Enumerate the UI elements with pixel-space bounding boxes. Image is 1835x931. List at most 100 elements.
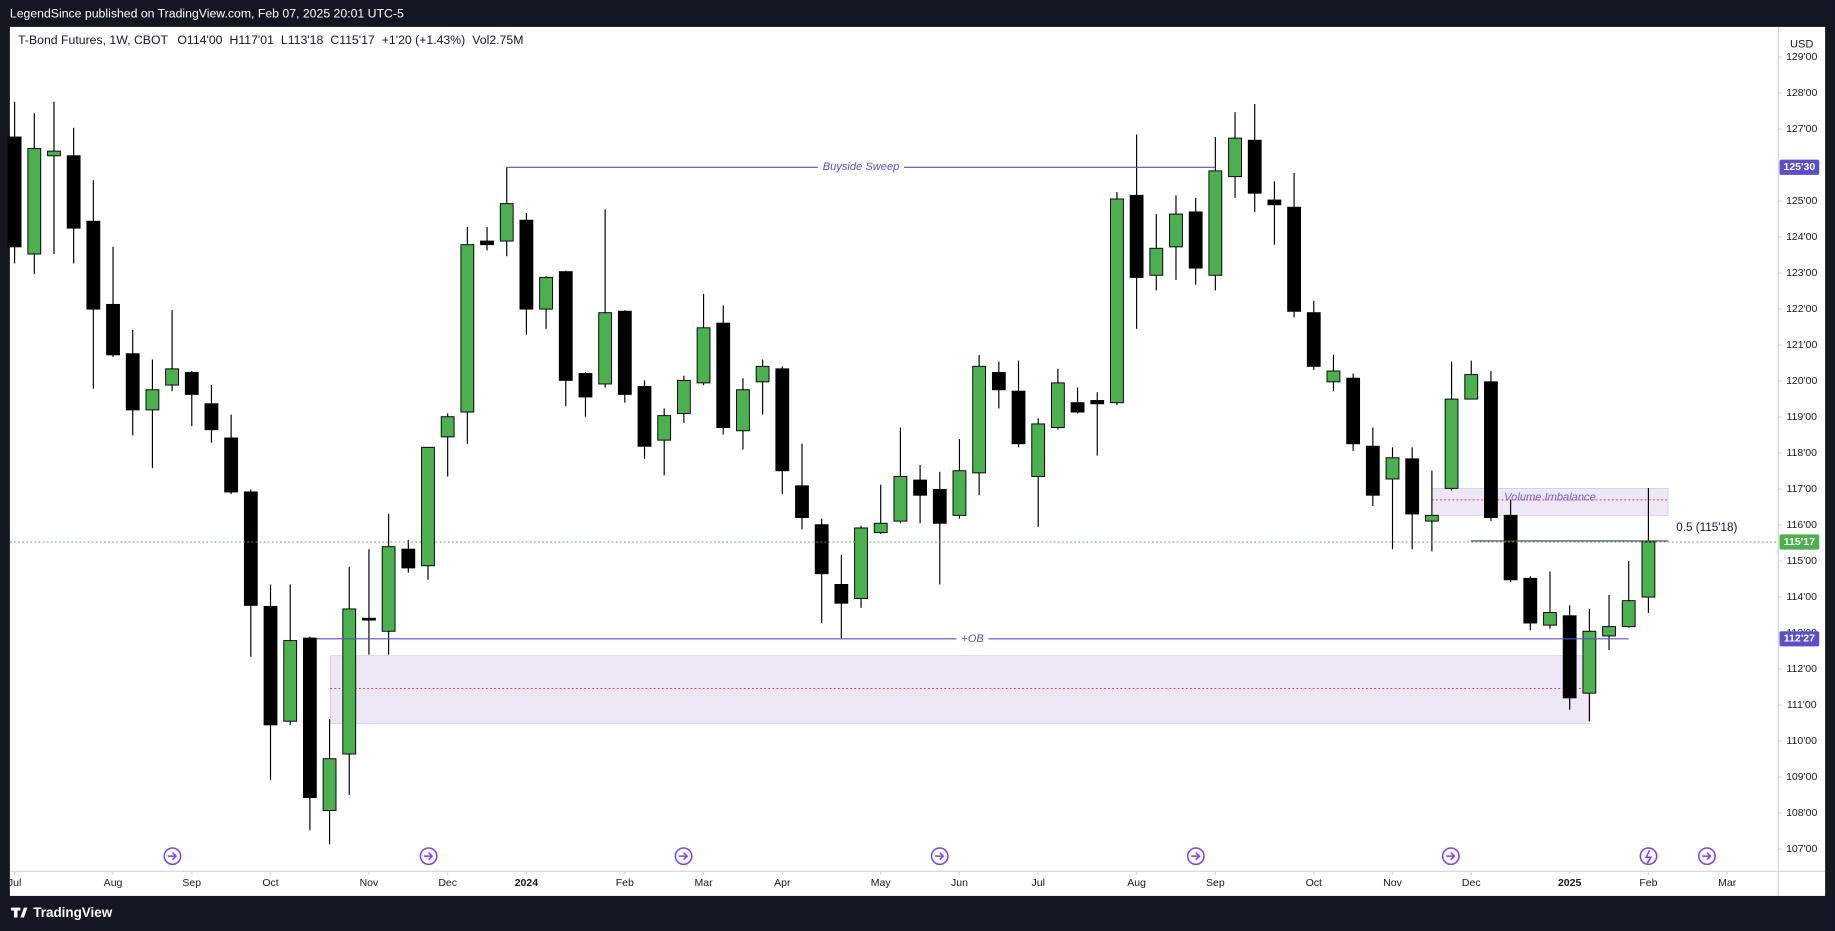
legend-item: +1'20 (+1.43%) xyxy=(382,33,466,47)
brand: TradingView xyxy=(33,905,112,920)
candle-body xyxy=(263,605,278,726)
y-tick-label: 129'00 xyxy=(1786,51,1817,63)
level-label: Buyside Sweep xyxy=(823,161,900,173)
y-tick-label: 116'00 xyxy=(1786,519,1817,531)
candle-body xyxy=(184,371,199,395)
level-label: 0.5 (115'18) xyxy=(1676,521,1737,534)
y-tick-label: 125'00 xyxy=(1786,195,1817,207)
candle-body xyxy=(1582,630,1597,694)
y-tick-label: 120'00 xyxy=(1786,375,1817,387)
candle-body xyxy=(1523,577,1538,624)
x-tick-label: 2025 xyxy=(1558,877,1582,889)
candle-body xyxy=(1228,137,1242,178)
y-tick-label: 110'00 xyxy=(1786,735,1817,747)
candle-body xyxy=(421,446,435,567)
x-tick-label: Nov xyxy=(360,877,379,889)
candle-body xyxy=(676,379,691,414)
brand-logo xyxy=(11,907,28,918)
candle-body xyxy=(913,479,927,496)
candle-body xyxy=(499,203,514,242)
candle-body xyxy=(47,150,61,157)
y-tick-label: 122'00 xyxy=(1786,303,1817,315)
candle-body xyxy=(834,584,849,604)
x-tick-label: Oct xyxy=(1306,877,1322,889)
candle-body xyxy=(322,758,337,811)
y-tick-label: 109'00 xyxy=(1786,771,1817,783)
x-tick-label: Feb xyxy=(616,877,634,889)
x-tick-label: Aug xyxy=(1127,877,1146,889)
candle-body xyxy=(1405,458,1420,515)
y-tick-label: 118'00 xyxy=(1786,447,1817,459)
candle-body xyxy=(1484,381,1498,518)
zone xyxy=(1431,488,1669,516)
legend-item: H117'01 xyxy=(230,33,275,47)
x-tick-label: Sep xyxy=(1206,877,1225,889)
candle-body xyxy=(736,389,750,432)
candle-body xyxy=(775,368,790,472)
candle-body xyxy=(1385,457,1400,480)
candle-body xyxy=(539,276,553,310)
candle-body xyxy=(1050,382,1065,428)
x-tick-label: Dec xyxy=(438,877,457,889)
candle-body xyxy=(1208,170,1223,276)
x-tick-label: Aug xyxy=(104,877,123,889)
price-tag xyxy=(1779,631,1820,647)
y-tick-label: 107'00 xyxy=(1786,843,1817,855)
legend-item: C115'17 xyxy=(330,33,375,47)
level-label-bg xyxy=(956,631,989,646)
y-tick-label: 123'00 xyxy=(1786,267,1817,279)
candle-body xyxy=(243,491,258,606)
legend-item: L113'18 xyxy=(281,33,324,47)
x-tick-label: Mar xyxy=(1718,877,1737,889)
x-tick-label: Apr xyxy=(774,877,791,889)
candle-body xyxy=(1464,374,1479,400)
price-tag xyxy=(1779,534,1820,550)
y-tick-label: 127'00 xyxy=(1786,123,1817,135)
candle-body xyxy=(7,136,22,248)
legend-item: O114'00 xyxy=(177,33,222,47)
x-tick-label: Dec xyxy=(1462,877,1481,889)
candle-body xyxy=(558,271,573,381)
candle-body xyxy=(991,371,1006,391)
price-tag-label: 112'27 xyxy=(1784,633,1815,645)
candle-body xyxy=(972,365,987,474)
candle-body xyxy=(755,365,770,383)
candle-body xyxy=(1602,626,1616,637)
candle-body xyxy=(1149,247,1164,276)
candle-body xyxy=(952,470,967,516)
zone-label: Volume Imbalance xyxy=(1504,491,1596,503)
y-tick-label: 128'00 xyxy=(1786,87,1817,99)
x-tick-label: May xyxy=(871,877,892,889)
candle-body xyxy=(1306,312,1321,367)
level-label-bg xyxy=(818,160,905,175)
price-tag-label: 115'17 xyxy=(1784,536,1815,548)
candle-body xyxy=(204,403,219,431)
candle-body xyxy=(27,148,42,255)
candle-body xyxy=(578,373,593,398)
candle-body xyxy=(302,637,317,799)
x-tick-label: Feb xyxy=(1639,877,1657,889)
candle-body xyxy=(1011,390,1026,445)
x-tick-label: Sep xyxy=(182,877,201,889)
candle-body xyxy=(1110,198,1124,404)
candle-body xyxy=(1031,423,1046,477)
candle-body xyxy=(637,386,652,447)
candle-body xyxy=(1267,199,1282,206)
candle-body xyxy=(440,416,455,438)
candle-body xyxy=(1365,445,1380,496)
x-tick-label: Jul xyxy=(1031,877,1044,889)
currency: USD xyxy=(1790,38,1813,50)
legend-item: T-Bond Futures, 1W, CBOT xyxy=(18,33,168,47)
price-tag xyxy=(1779,159,1820,175)
candle-body xyxy=(716,322,731,428)
candle-body xyxy=(1621,600,1636,628)
candle-body xyxy=(1562,615,1577,699)
candle-body xyxy=(165,368,179,386)
y-tick-label: 115'00 xyxy=(1786,555,1817,567)
candle-body xyxy=(854,527,868,599)
zone xyxy=(330,655,1591,725)
plot-background xyxy=(9,26,1826,896)
candle-body xyxy=(893,476,908,522)
